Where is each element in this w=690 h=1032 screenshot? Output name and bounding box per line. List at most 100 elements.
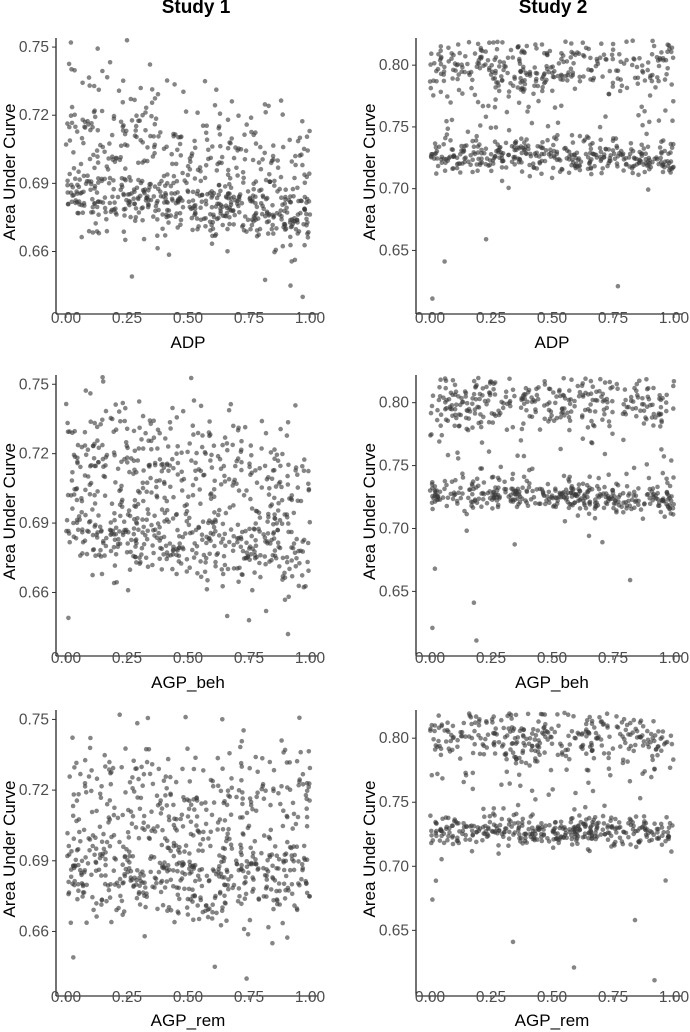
data-point — [485, 58, 491, 63]
data-point — [225, 831, 230, 837]
data-point — [199, 199, 205, 204]
data-point — [293, 153, 298, 159]
data-point — [669, 458, 674, 463]
data-point — [172, 82, 177, 87]
data-point — [186, 494, 191, 500]
data-point — [645, 67, 650, 73]
data-point — [524, 408, 529, 413]
data-point — [294, 556, 299, 561]
data-point — [211, 214, 217, 220]
data-point — [220, 717, 225, 722]
points — [427, 38, 676, 301]
data-point — [607, 734, 612, 740]
data-point — [264, 867, 269, 872]
data-point — [646, 744, 652, 750]
data-point — [75, 442, 81, 448]
data-point — [478, 419, 484, 425]
data-point — [216, 512, 221, 518]
data-point — [636, 160, 642, 165]
data-point-outlier — [183, 714, 188, 720]
data-point — [102, 493, 108, 499]
data-point — [281, 881, 287, 887]
data-point — [187, 859, 192, 865]
data-point — [283, 187, 289, 192]
data-point — [71, 492, 77, 497]
data-point — [598, 137, 603, 143]
data-point — [599, 170, 604, 176]
data-point — [542, 158, 548, 164]
data-point — [175, 147, 180, 153]
data-point — [645, 728, 650, 734]
data-point — [576, 393, 582, 399]
data-point — [264, 894, 269, 899]
data-point — [569, 729, 575, 734]
data-point — [123, 405, 128, 411]
data-point — [270, 203, 275, 208]
data-point — [504, 769, 510, 775]
data-point — [123, 166, 128, 171]
data-point — [140, 517, 145, 522]
data-point — [147, 62, 153, 67]
data-point — [628, 720, 633, 726]
data-point — [443, 739, 449, 744]
data-point — [588, 378, 594, 384]
data-point — [637, 795, 643, 801]
data-point — [141, 771, 147, 777]
data-point — [615, 725, 621, 730]
data-point — [262, 150, 268, 156]
data-point — [431, 156, 437, 161]
data-point — [88, 127, 93, 133]
data-point — [649, 830, 655, 835]
data-point — [84, 179, 90, 184]
data-point — [514, 147, 519, 153]
data-point — [180, 534, 186, 540]
data-point — [172, 919, 177, 925]
data-point — [130, 813, 136, 819]
data-point — [455, 744, 460, 750]
data-point — [156, 134, 161, 139]
data-point — [205, 914, 211, 920]
data-point — [125, 460, 130, 465]
data-point — [291, 867, 297, 873]
data-point — [565, 410, 570, 416]
data-point — [464, 528, 470, 533]
data-point — [291, 541, 297, 546]
data-point — [118, 143, 124, 149]
data-point — [200, 433, 205, 438]
data-point — [212, 543, 217, 549]
data-point — [149, 113, 154, 119]
data-point — [142, 190, 147, 196]
data-point — [189, 869, 194, 875]
data-point — [235, 899, 241, 904]
data-point — [607, 158, 612, 164]
data-point — [211, 800, 217, 805]
data-point — [240, 790, 245, 795]
data-point — [261, 796, 267, 801]
data-point — [82, 119, 88, 125]
data-point — [523, 835, 528, 841]
data-point — [276, 481, 282, 486]
data-point — [95, 154, 100, 159]
data-point — [111, 450, 117, 455]
data-point — [624, 471, 629, 477]
data-point — [543, 823, 548, 828]
data-point — [447, 830, 452, 835]
data-point — [594, 389, 599, 395]
data-point-outlier — [300, 294, 306, 300]
data-point — [483, 829, 489, 834]
data-point — [121, 229, 127, 234]
data-point — [664, 815, 669, 820]
data-point — [465, 61, 470, 67]
x-axis-title: AGP_beh — [151, 673, 225, 692]
data-point — [108, 548, 114, 554]
data-point — [248, 496, 253, 502]
data-point — [230, 208, 236, 213]
data-point — [456, 490, 461, 496]
data-point — [271, 906, 276, 912]
data-point — [92, 852, 97, 858]
data-point — [277, 902, 283, 907]
data-point — [92, 186, 97, 191]
data-point — [113, 525, 119, 531]
data-point — [601, 505, 607, 511]
data-point — [220, 222, 225, 228]
